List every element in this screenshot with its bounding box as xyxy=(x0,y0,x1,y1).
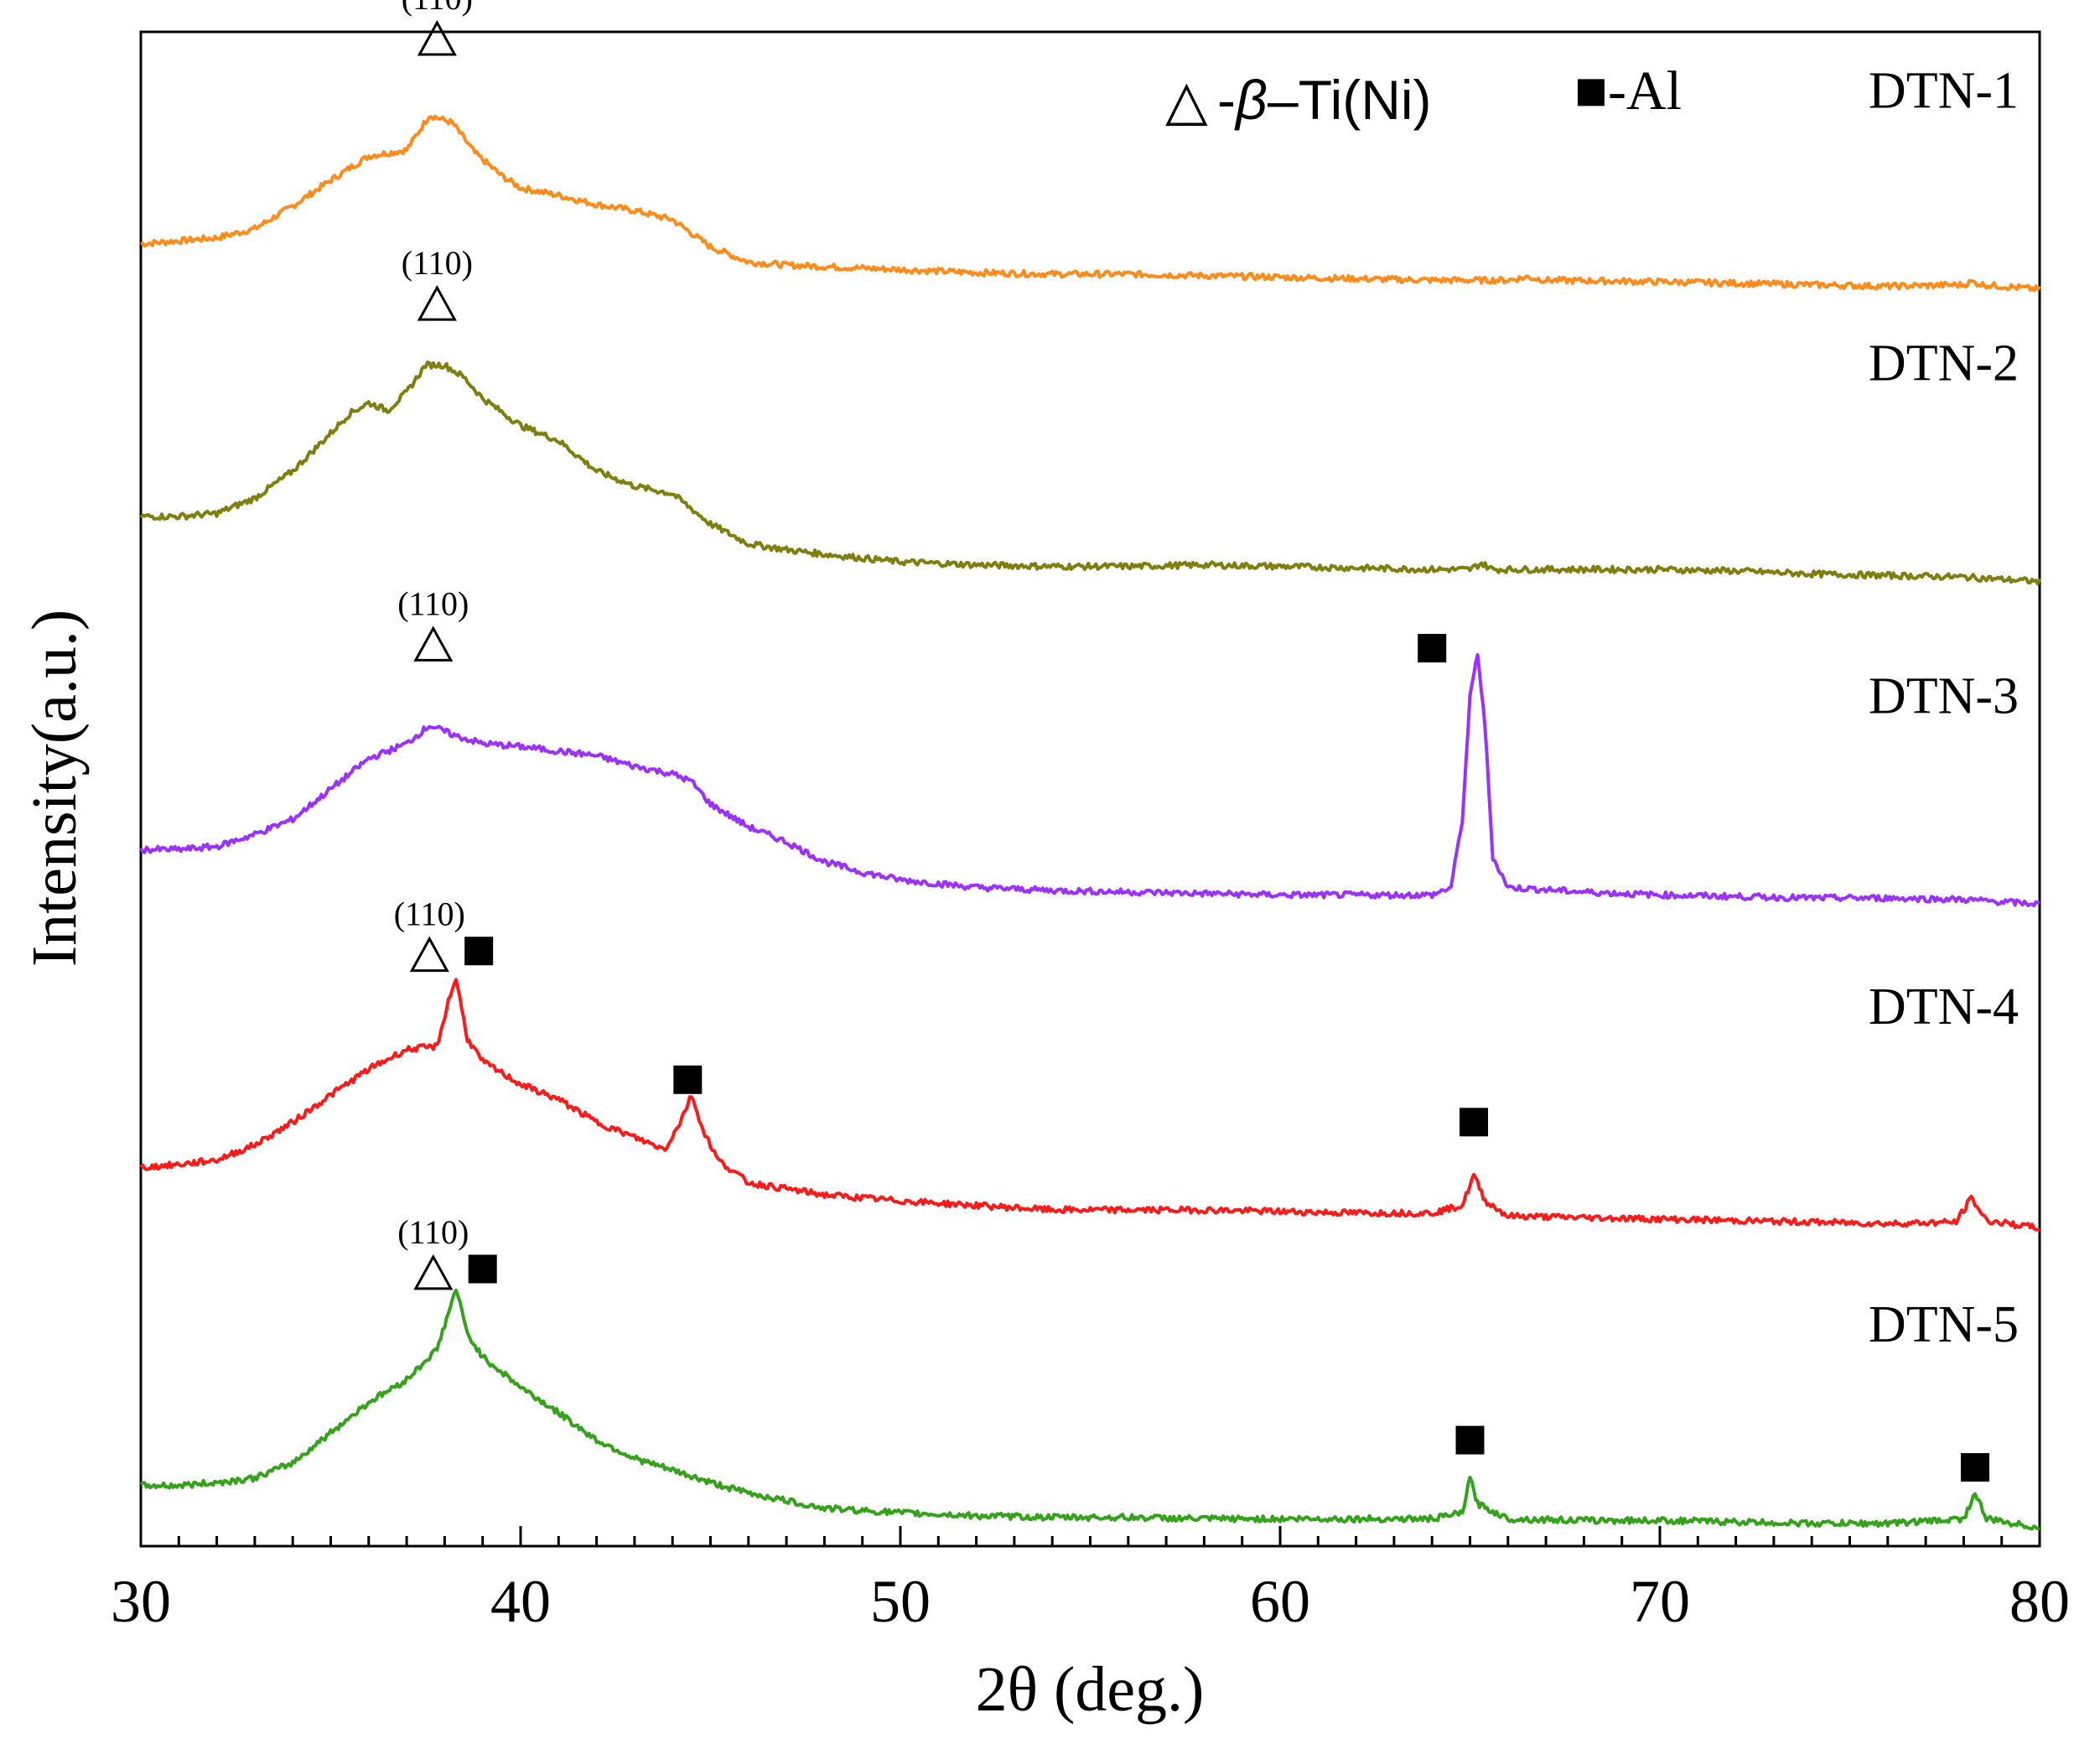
legend-beta-prefix: - xyxy=(1217,69,1236,131)
hkl-label: (110) xyxy=(394,895,465,933)
series-line-dtn-3 xyxy=(139,652,2040,908)
x-axis-title: 2θ (deg.) xyxy=(976,1654,1205,1725)
hkl-label: (110) xyxy=(402,0,473,17)
al-square-marker xyxy=(1455,1425,1485,1455)
al-square-marker xyxy=(468,1254,497,1284)
x-tick-label: 70 xyxy=(1630,1568,1690,1635)
marker-layer: (110) (110) (110) (110) (110) xyxy=(394,0,1989,1482)
legend-square-icon: ■ xyxy=(1574,59,1608,121)
series-label: DTN-2 xyxy=(1869,335,2019,392)
series-line-dtn-4 xyxy=(139,978,2040,1233)
series-label: DTN-3 xyxy=(1869,668,2019,725)
al-square-marker xyxy=(1460,1108,1489,1137)
beta-ti-triangle-marker xyxy=(417,284,457,321)
series-line-dtn-2 xyxy=(139,360,2041,586)
series-line-dtn-1 xyxy=(140,114,2041,293)
x-tick-label: 80 xyxy=(2009,1568,2070,1635)
series-label: DTN-4 xyxy=(1869,978,2019,1036)
beta-ti-triangle-marker xyxy=(409,936,449,973)
beta-ti-triangle-marker xyxy=(417,19,457,56)
beta-ti-triangle-marker xyxy=(413,1254,454,1290)
series-line-dtn-5 xyxy=(139,1288,2040,1531)
legend: △ - β –Ti(Ni) ■ -Al xyxy=(1165,59,1682,131)
series-label: DTN-1 xyxy=(1869,62,2019,119)
series-layer: DTN-1 DTN-2 DTN-3 DTN-4 DTN-5 xyxy=(139,62,2041,1531)
x-tick-label: 40 xyxy=(490,1568,551,1635)
hkl-label: (110) xyxy=(397,1213,469,1251)
legend-beta-phase: –Ti(Ni) xyxy=(1268,69,1432,131)
x-tick-label: 50 xyxy=(870,1568,931,1635)
al-square-marker xyxy=(1960,1453,1989,1482)
legend-al-label: -Al xyxy=(1608,60,1682,122)
legend-triangle-icon: △ xyxy=(1165,69,1208,131)
hkl-label: (110) xyxy=(402,244,473,282)
hkl-label: (110) xyxy=(397,584,469,622)
al-square-marker xyxy=(1418,634,1447,663)
y-axis-title: Intensity(a.u.) xyxy=(19,610,90,967)
al-square-marker xyxy=(673,1065,703,1094)
x-tick-label: 30 xyxy=(111,1568,171,1635)
al-square-marker xyxy=(464,937,494,966)
series-label: DTN-5 xyxy=(1869,1296,2019,1353)
beta-ti-triangle-marker xyxy=(413,625,454,662)
x-tick-label: 60 xyxy=(1250,1568,1310,1635)
x-axis-ticks: 30 40 50 60 70 80 xyxy=(111,1526,2070,1635)
legend-beta-greek: β xyxy=(1234,69,1268,131)
